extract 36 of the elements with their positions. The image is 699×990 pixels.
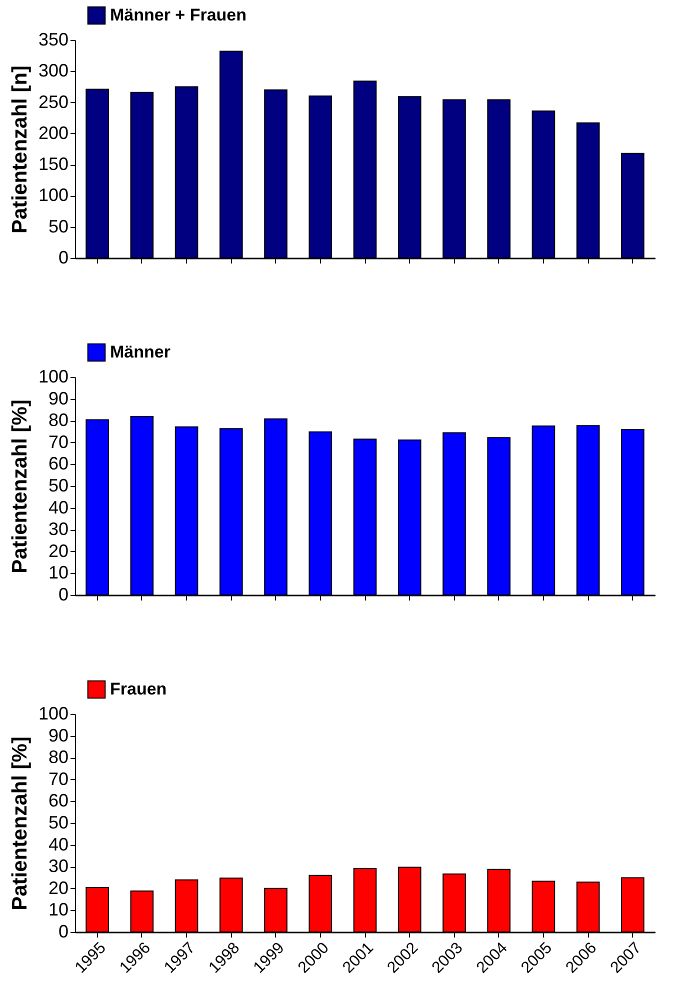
y-tick-label: 70: [48, 432, 68, 452]
y-tick-label: 100: [38, 704, 68, 724]
y-axis-title: Patientenzahl [n]: [8, 65, 32, 234]
y-tick-label: 100: [38, 366, 68, 386]
y-tick-label: 30: [48, 519, 68, 540]
y-axis-title: Patientenzahl [%]: [8, 400, 32, 574]
legend-label: Männer + Frauen: [110, 6, 247, 24]
y-tick-label: 60: [48, 790, 68, 811]
y-tick-label: 50: [48, 476, 68, 496]
y-tick-label: 350: [38, 30, 68, 50]
y-tick-label: 150: [38, 154, 68, 174]
y-tick-label: 90: [48, 388, 68, 408]
y-tick-label: 40: [48, 834, 68, 854]
y-tick-label: 10: [48, 900, 68, 920]
y-tick-label: 50: [48, 812, 68, 832]
y-tick-label: 40: [48, 497, 68, 518]
y-tick-label: 0: [58, 584, 68, 604]
y-tick-label: 70: [48, 768, 68, 789]
y-tick-label: 0: [58, 248, 68, 268]
y-tick-label: 250: [38, 92, 68, 112]
y-tick-label: 20: [48, 540, 68, 561]
y-tick-label: 50: [48, 216, 68, 236]
y-tick-label: 300: [38, 60, 68, 81]
y-tick-label: 30: [48, 856, 68, 876]
y-tick-label: 100: [38, 185, 68, 206]
y-tick-label: 10: [48, 562, 68, 583]
y-tick-label: 60: [48, 454, 68, 474]
y-tick-label: 80: [48, 410, 68, 430]
y-axis-title: Patientenzahl [%]: [8, 736, 32, 910]
y-tick-label: 20: [48, 878, 68, 898]
y-tick-label: 200: [38, 122, 68, 143]
legend-label: Frauen: [110, 680, 167, 698]
y-tick-label: 90: [48, 725, 68, 746]
legend-label: Männer: [110, 342, 171, 362]
y-tick-label: 80: [48, 747, 68, 768]
y-tick-label: 0: [58, 922, 68, 942]
